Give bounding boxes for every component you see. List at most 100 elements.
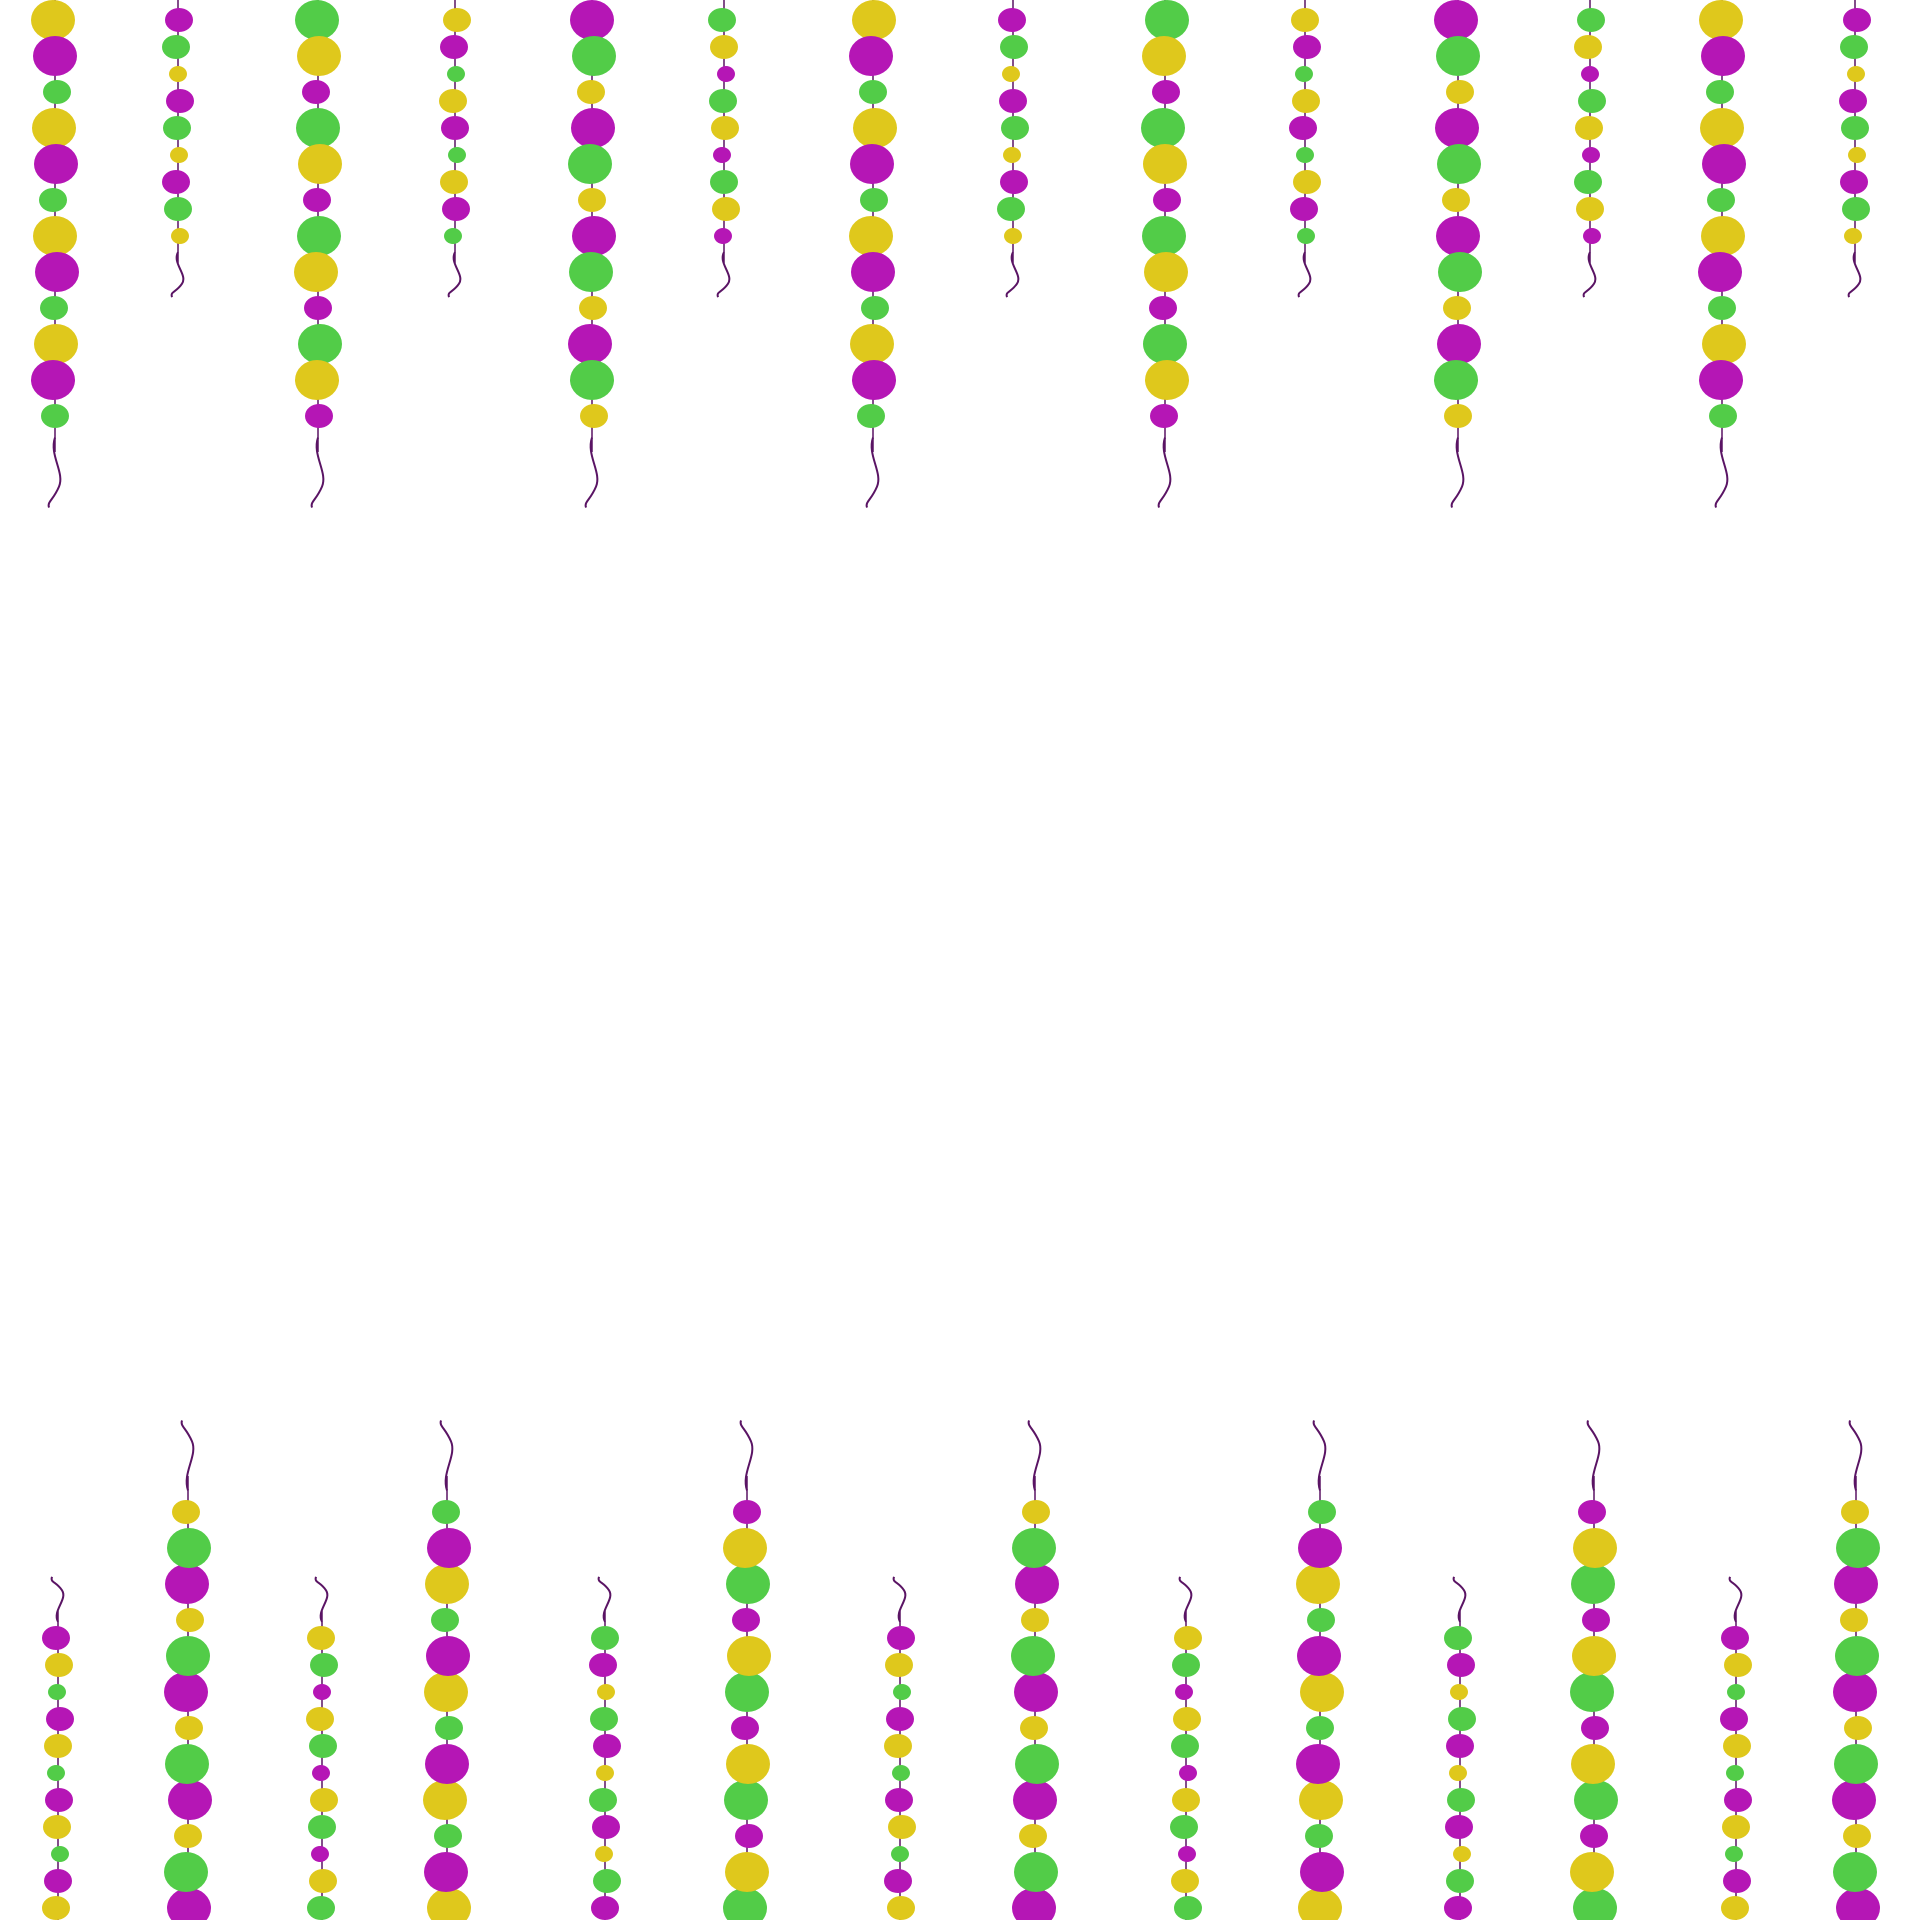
bead-yellow	[43, 1815, 71, 1839]
bead-green	[431, 1608, 459, 1632]
bead-magenta	[1580, 1824, 1608, 1848]
bead-garland	[42, 1576, 74, 1920]
bead-magenta	[1840, 170, 1868, 194]
bead-magenta	[568, 324, 612, 364]
bead-green	[40, 296, 68, 320]
bead-green	[163, 116, 191, 140]
bead-yellow	[1171, 1869, 1199, 1893]
bead-magenta	[302, 80, 330, 104]
bead-yellow	[34, 324, 78, 364]
bead-green	[1574, 170, 1602, 194]
bead-green	[893, 1684, 911, 1700]
string-tail	[447, 251, 462, 298]
bead-yellow	[1292, 89, 1320, 113]
bead-yellow	[1444, 404, 1472, 428]
bead-magenta	[884, 1869, 912, 1893]
bead-green	[448, 147, 466, 163]
bead-yellow	[1143, 144, 1187, 184]
bead-yellow	[295, 360, 339, 400]
string-tail	[865, 437, 880, 508]
string-tail	[1452, 1576, 1467, 1623]
bead-garland	[1570, 1420, 1618, 1920]
bead-yellow	[427, 1888, 471, 1920]
bead-yellow	[1723, 1734, 1751, 1758]
string-tail	[892, 1576, 907, 1623]
bead-yellow	[1173, 1707, 1201, 1731]
bead-green	[1574, 1780, 1618, 1820]
string-tail	[1450, 437, 1465, 508]
bead-green	[1143, 324, 1187, 364]
string-tail	[47, 437, 62, 508]
bead-magenta	[1721, 1626, 1749, 1650]
bead-magenta	[1701, 36, 1745, 76]
bead-green	[1709, 404, 1737, 428]
bead-green	[1726, 1765, 1744, 1781]
bead-green	[861, 296, 889, 320]
bead-green	[1446, 1869, 1474, 1893]
bead-green	[162, 35, 190, 59]
bead-garland	[884, 1576, 916, 1920]
bead-magenta	[849, 36, 893, 76]
bead-magenta	[1447, 1653, 1475, 1677]
bead-magenta	[735, 1824, 763, 1848]
bead-magenta	[1150, 404, 1178, 428]
bead-green	[1570, 1672, 1614, 1712]
bead-green	[1842, 197, 1870, 221]
bead-yellow	[1450, 1684, 1468, 1700]
string-tail	[50, 1576, 65, 1623]
string-tail	[1005, 251, 1020, 298]
string-tail	[439, 1420, 454, 1491]
bead-magenta	[424, 1852, 468, 1892]
bead-garland	[1434, 0, 1482, 508]
bead-magenta	[31, 360, 75, 400]
bead-magenta	[1179, 1765, 1197, 1781]
bead-green	[1001, 116, 1029, 140]
bead-yellow	[1701, 216, 1745, 256]
bead-green	[1833, 1852, 1877, 1892]
bead-yellow	[45, 1653, 73, 1677]
bead-yellow	[33, 216, 77, 256]
bead-green	[297, 216, 341, 256]
bead-yellow	[1724, 1653, 1752, 1677]
bead-magenta	[1723, 1869, 1751, 1893]
bead-yellow	[443, 8, 471, 32]
bead-garland	[162, 0, 194, 298]
bead-garland	[1011, 1420, 1059, 1920]
bead-green	[296, 108, 340, 148]
bead-green	[1011, 1636, 1055, 1676]
bead-magenta	[1149, 296, 1177, 320]
bead-green	[1573, 1888, 1617, 1920]
bead-magenta	[885, 1788, 913, 1812]
bead-green	[295, 0, 339, 40]
bead-yellow	[1571, 1744, 1615, 1784]
bead-garland	[423, 1420, 471, 1920]
bead-yellow	[294, 252, 338, 292]
bead-magenta	[1296, 1744, 1340, 1784]
bead-green	[1578, 89, 1606, 113]
bead-magenta	[850, 144, 894, 184]
bead-yellow	[1299, 1780, 1343, 1820]
bead-magenta	[1435, 108, 1479, 148]
bead-yellow	[176, 1608, 204, 1632]
bead-green	[1306, 1716, 1334, 1740]
bead-green	[1000, 35, 1028, 59]
bead-magenta	[1437, 324, 1481, 364]
bead-yellow	[298, 144, 342, 184]
bead-magenta	[304, 296, 332, 320]
bead-yellow	[424, 1672, 468, 1712]
bead-green	[891, 1846, 909, 1862]
bead-magenta	[1582, 1608, 1610, 1632]
string-tail	[310, 437, 325, 508]
top-garland-row	[31, 0, 1871, 508]
string-tail	[1582, 251, 1597, 298]
bead-magenta	[1581, 1716, 1609, 1740]
bead-yellow	[853, 108, 897, 148]
bead-green	[1708, 296, 1736, 320]
bead-magenta	[426, 1636, 470, 1676]
bead-magenta	[1834, 1564, 1878, 1604]
bead-yellow	[852, 0, 896, 40]
bead-yellow	[1446, 80, 1474, 104]
bead-green	[590, 1707, 618, 1731]
bead-magenta	[1300, 1852, 1344, 1892]
